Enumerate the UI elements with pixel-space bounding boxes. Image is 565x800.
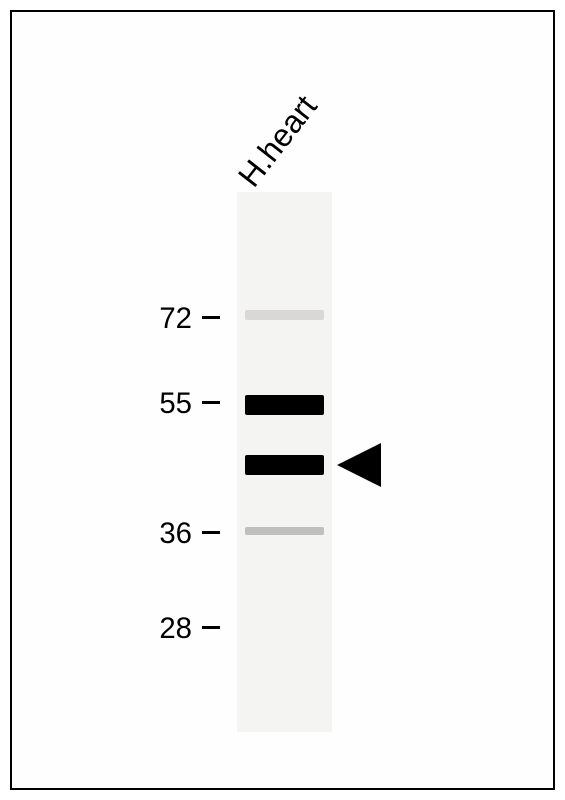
pointer-arrow-icon [337,443,381,487]
figure-frame: H.heart 72 55 36 28 [10,10,555,790]
mw-label-28: 28 [132,612,192,646]
mw-tick-72 [202,316,220,319]
mw-tick-55 [202,401,220,404]
band-3 [245,455,324,475]
band-4 [245,527,324,535]
mw-tick-28 [202,626,220,629]
lane-label: H.heart [231,89,325,194]
mw-label-72: 72 [132,302,192,336]
mw-label-55: 55 [132,387,192,421]
mw-tick-36 [202,531,220,534]
band-1 [245,310,324,320]
mw-label-36: 36 [132,517,192,551]
band-2 [245,395,324,415]
